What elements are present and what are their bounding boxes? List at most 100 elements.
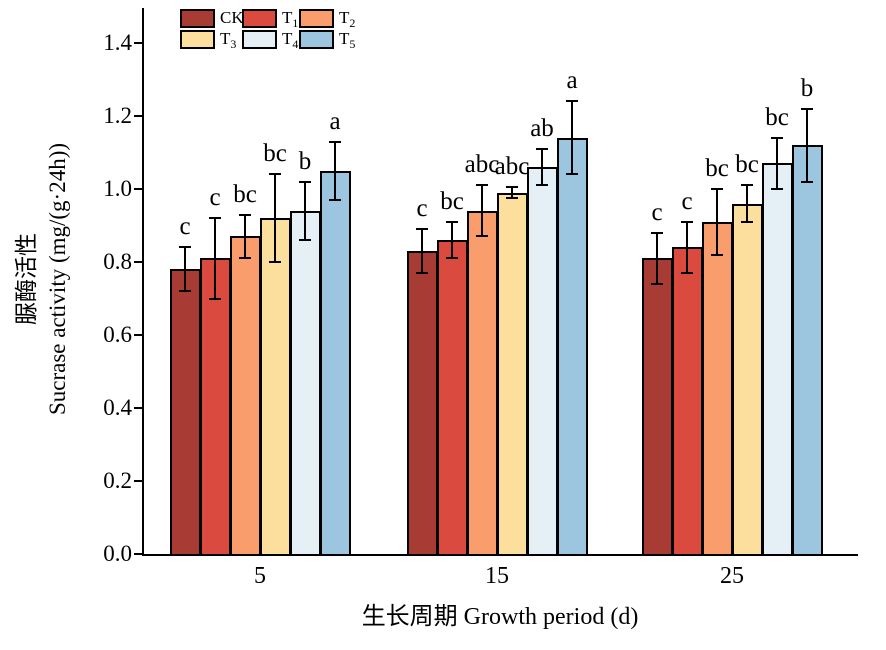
- sig-letter-CK-5d: c: [179, 213, 191, 241]
- error-bar-cap: [506, 186, 518, 189]
- y-tick-mark: [134, 261, 142, 263]
- legend-swatch-CK: [180, 9, 215, 28]
- y-tick-label: 0.6: [103, 322, 132, 347]
- sig-letter-T4-15d: ab: [530, 114, 554, 142]
- error-bar-line: [776, 137, 778, 189]
- y-tick-mark: [134, 334, 142, 336]
- y-tick-mark: [134, 553, 142, 555]
- error-bar-cap: [651, 231, 663, 234]
- sig-letter-CK-25d: c: [651, 198, 663, 226]
- error-bar-line: [541, 148, 543, 186]
- error-bar-cap: [801, 107, 813, 110]
- bar-T1-15d: [437, 240, 468, 556]
- bar-T2-25d: [702, 221, 733, 556]
- error-bar-cap: [446, 257, 458, 260]
- error-bar-line: [716, 189, 718, 255]
- error-bar-cap: [329, 198, 341, 201]
- y-tick-mark: [134, 42, 142, 44]
- y-tick-mark: [134, 188, 142, 190]
- bar-T1-5d: [200, 258, 231, 556]
- bar-T5-15d: [557, 137, 588, 556]
- y-axis-line: [142, 8, 144, 556]
- error-bar-cap: [329, 140, 341, 143]
- error-bar-cap: [506, 197, 518, 200]
- error-bar-cap: [741, 220, 753, 223]
- error-bar-cap: [416, 228, 428, 231]
- error-bar-line: [184, 247, 186, 292]
- y-axis-title: 脲酶活性 Sucrase activity (mg/(g·24h)): [11, 0, 75, 559]
- bar-T2-5d: [230, 236, 261, 556]
- error-bar-line: [481, 185, 483, 237]
- x-tick-label: 25: [720, 563, 744, 589]
- legend-swatch-T3: [180, 30, 215, 49]
- sig-letter-T2-15d: abc: [464, 151, 500, 179]
- error-bar-cap: [209, 217, 221, 220]
- sig-letter-T4-25d: bc: [765, 103, 789, 131]
- error-bar-line: [511, 187, 513, 199]
- legend-label-T1: T1: [282, 8, 299, 30]
- error-bar-cap: [566, 173, 578, 176]
- error-bar-line: [214, 218, 216, 299]
- bar-T2-15d: [467, 210, 498, 556]
- error-bar-line: [656, 232, 658, 284]
- bar-CK-15d: [407, 251, 438, 556]
- error-bar-cap: [446, 220, 458, 223]
- error-bar-cap: [269, 261, 281, 263]
- sig-letter-T3-25d: bc: [735, 151, 759, 179]
- error-bar-cap: [269, 173, 281, 176]
- y-tick-label: 0.8: [103, 249, 132, 274]
- error-bar-line: [334, 141, 336, 200]
- sig-letter-T5-25d: b: [800, 74, 814, 102]
- error-bar-cap: [741, 184, 753, 187]
- error-bar-cap: [566, 100, 578, 103]
- sig-letter-T5-15d: a: [566, 67, 578, 95]
- error-bar-cap: [536, 184, 548, 187]
- y-tick-mark: [134, 115, 142, 117]
- error-bar-cap: [681, 271, 693, 274]
- legend-swatch-T1: [242, 9, 277, 28]
- legend-label-T3: T3: [220, 29, 237, 51]
- legend-label-T5: T5: [339, 29, 356, 51]
- y-tick-label: 1.0: [103, 176, 132, 201]
- y-tick-label: 1.2: [103, 103, 132, 128]
- sig-letter-T5-5d: a: [329, 107, 341, 135]
- legend-swatch-T4: [242, 30, 277, 49]
- bar-T4-15d: [527, 167, 558, 556]
- error-bar-cap: [476, 235, 488, 238]
- bar-T3-5d: [260, 218, 291, 556]
- legend-swatch-T2: [299, 9, 334, 28]
- bar-T1-25d: [672, 247, 703, 556]
- error-bar-cap: [299, 239, 311, 242]
- y-tick-label: 0.4: [103, 395, 132, 420]
- sig-letter-T1-15d: bc: [440, 187, 464, 215]
- bar-T5-25d: [792, 145, 823, 556]
- bar-T5-5d: [320, 170, 351, 556]
- y-axis-title-english: Sucrase activity (mg/(g·24h)): [45, 142, 70, 416]
- error-bar-cap: [536, 147, 548, 150]
- y-tick-label: 1.4: [103, 30, 132, 55]
- error-bar-cap: [681, 220, 693, 223]
- y-tick-mark: [134, 480, 142, 482]
- y-tick-label: 0.0: [103, 541, 132, 566]
- legend-label-T2: T2: [339, 8, 356, 30]
- error-bar-cap: [771, 188, 783, 190]
- error-bar-cap: [416, 271, 428, 274]
- bar-T3-25d: [732, 203, 763, 556]
- error-bar-cap: [771, 136, 783, 139]
- error-bar-cap: [239, 213, 251, 216]
- sig-letter-T3-15d: abc: [494, 153, 530, 181]
- error-bar-line: [304, 181, 306, 241]
- error-bar-cap: [209, 297, 221, 300]
- bar-T4-5d: [290, 210, 321, 556]
- bar-CK-25d: [642, 258, 673, 556]
- error-bar-cap: [711, 188, 723, 190]
- y-tick-label: 0.2: [103, 468, 132, 493]
- error-bar-line: [274, 174, 276, 262]
- error-bar-cap: [711, 253, 723, 256]
- error-bar-line: [571, 101, 573, 175]
- sig-letter-T1-25d: c: [681, 187, 693, 215]
- error-bar-line: [686, 221, 688, 273]
- error-bar-cap: [299, 180, 311, 183]
- sig-letter-CK-15d: c: [416, 195, 428, 223]
